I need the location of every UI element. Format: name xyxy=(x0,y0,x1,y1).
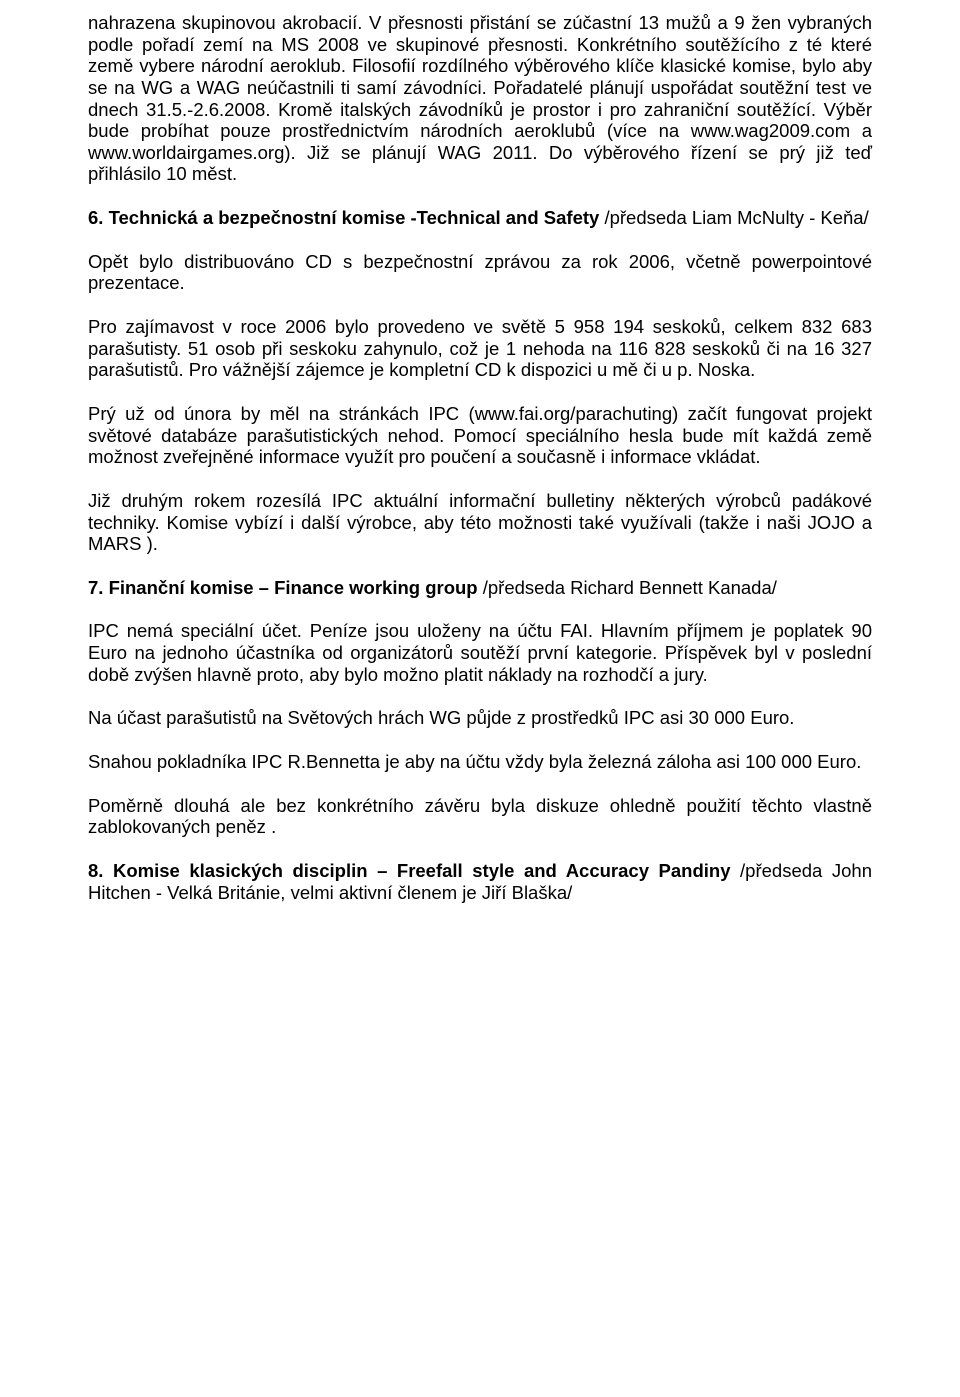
document-page: nahrazena skupinovou akrobacií. V přesno… xyxy=(0,0,960,1397)
section-8-title: 8. Komise klasických disciplin – Freefal… xyxy=(88,860,740,881)
paragraph-3: Opět bylo distribuováno CD s bezpečnostn… xyxy=(88,251,872,294)
paragraph-10: Snahou pokladníka IPC R.Bennetta je aby … xyxy=(88,751,872,773)
section-7-heading: 7. Finanční komise – Finance working gro… xyxy=(88,577,872,599)
section-8-heading: 8. Komise klasických disciplin – Freefal… xyxy=(88,860,872,903)
section-7-title: 7. Finanční komise – Finance working gro… xyxy=(88,577,483,598)
paragraph-11: Poměrně dlouhá ale bez konkrétního závěr… xyxy=(88,795,872,838)
paragraph-5: Prý už od února by měl na stránkách IPC … xyxy=(88,403,872,468)
section-6-title: 6. Technická a bezpečnostní komise -Tech… xyxy=(88,207,604,228)
paragraph-8: IPC nemá speciální účet. Peníze jsou ulo… xyxy=(88,620,872,685)
paragraph-9: Na účast parašutistů na Světových hrách … xyxy=(88,707,872,729)
section-6-heading: 6. Technická a bezpečnostní komise -Tech… xyxy=(88,207,872,229)
section-6-tail: /předseda Liam McNulty - Keňa/ xyxy=(604,207,868,228)
paragraph-6: Již druhým rokem rozesílá IPC aktuální i… xyxy=(88,490,872,555)
paragraph-1: nahrazena skupinovou akrobacií. V přesno… xyxy=(88,12,872,185)
section-7-tail: /předseda Richard Bennett Kanada/ xyxy=(483,577,777,598)
paragraph-4: Pro zajímavost v roce 2006 bylo proveden… xyxy=(88,316,872,381)
